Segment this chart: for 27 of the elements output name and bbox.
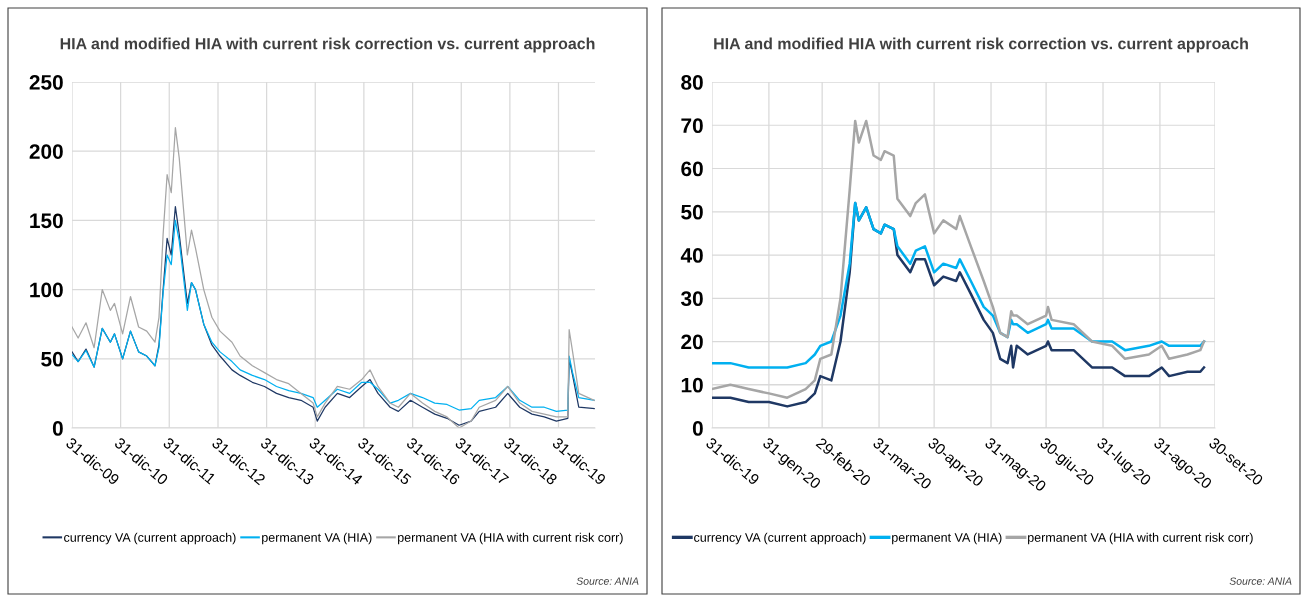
legend-label: permanent VA (HIA with current risk corr): [398, 532, 623, 545]
y-tick-label: 70: [681, 118, 703, 133]
chart-title: HIA and modified HIA with current risk correction vs. current approach: [60, 37, 595, 53]
source-note: Source: ANIA: [576, 577, 639, 585]
y-tick-label: 10: [681, 377, 703, 393]
y-tick-label: 60: [681, 161, 703, 177]
legend-label: permanent VA (HIA): [262, 532, 372, 545]
legend-label: currency VA (current approach): [694, 532, 866, 545]
source-note: Source: ANIA: [1229, 577, 1292, 585]
y-tick-label: 200: [29, 144, 63, 159]
y-tick-label: 150: [30, 213, 63, 229]
legend-label: currency VA (current approach): [64, 532, 236, 545]
y-tick-label: 250: [29, 75, 63, 90]
y-tick-label: 50: [41, 351, 63, 367]
y-tick-label: 40: [680, 248, 703, 263]
line-series: [712, 201, 1206, 369]
y-tick-label: 20: [681, 334, 703, 350]
y-tick-label: 50: [681, 204, 703, 220]
legend-label: permanent VA (HIA with current risk corr): [1028, 532, 1253, 545]
y-tick-label: 80: [681, 75, 703, 90]
y-tick-label: 0: [692, 421, 703, 436]
chart-title: HIA and modified HIA with current risk correction vs. current approach: [714, 37, 1248, 53]
y-tick-label: 100: [30, 282, 63, 298]
line-series: [712, 119, 1206, 399]
y-tick-label: 0: [52, 421, 63, 436]
y-tick-label: 30: [680, 291, 703, 307]
legend-label: permanent VA (HIA): [892, 532, 1002, 545]
